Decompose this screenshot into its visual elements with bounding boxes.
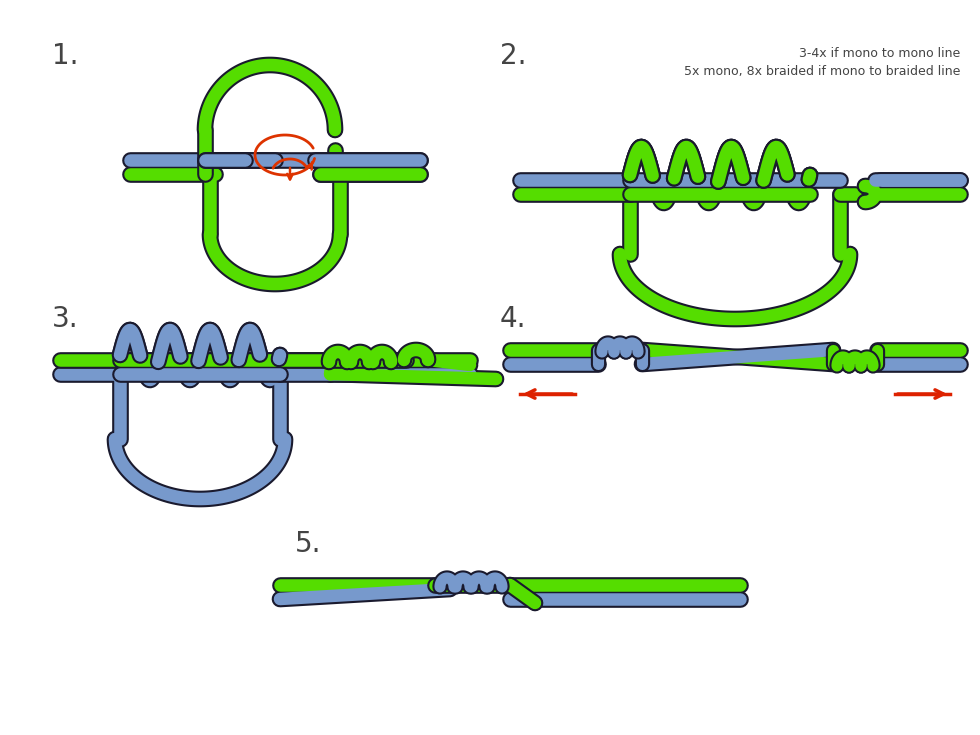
Text: 5.: 5. [295, 530, 321, 558]
Text: 3-4x if mono to mono line: 3-4x if mono to mono line [799, 47, 960, 60]
Text: 5x mono, 8x braided if mono to braided line: 5x mono, 8x braided if mono to braided l… [684, 65, 960, 78]
Text: 3.: 3. [52, 305, 78, 333]
Text: 2.: 2. [500, 42, 526, 70]
Text: 1.: 1. [52, 42, 78, 70]
Text: 4.: 4. [500, 305, 526, 333]
